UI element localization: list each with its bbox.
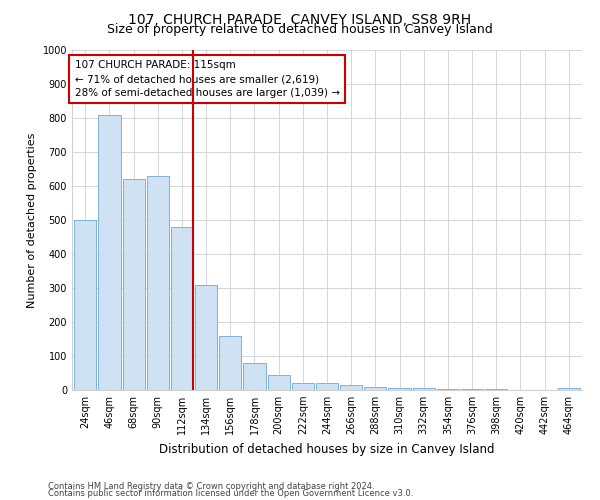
Bar <box>171 227 193 390</box>
Bar <box>292 382 314 390</box>
Bar <box>557 388 580 390</box>
Bar <box>195 284 217 390</box>
Bar <box>146 176 169 390</box>
Text: Size of property relative to detached houses in Canvey Island: Size of property relative to detached ho… <box>107 22 493 36</box>
Bar <box>437 389 459 390</box>
X-axis label: Distribution of detached houses by size in Canvey Island: Distribution of detached houses by size … <box>159 442 495 456</box>
Bar <box>364 386 386 390</box>
Bar <box>122 179 145 390</box>
Bar <box>461 389 483 390</box>
Bar <box>268 376 290 390</box>
Y-axis label: Number of detached properties: Number of detached properties <box>27 132 37 308</box>
Bar <box>340 385 362 390</box>
Bar <box>388 388 410 390</box>
Text: Contains HM Land Registry data © Crown copyright and database right 2024.: Contains HM Land Registry data © Crown c… <box>48 482 374 491</box>
Bar <box>74 220 97 390</box>
Bar <box>413 388 435 390</box>
Bar <box>244 363 266 390</box>
Text: 107 CHURCH PARADE: 115sqm
← 71% of detached houses are smaller (2,619)
28% of se: 107 CHURCH PARADE: 115sqm ← 71% of detac… <box>74 60 340 98</box>
Text: 107, CHURCH PARADE, CANVEY ISLAND, SS8 9RH: 107, CHURCH PARADE, CANVEY ISLAND, SS8 9… <box>128 12 472 26</box>
Bar <box>98 114 121 390</box>
Bar <box>485 389 508 390</box>
Bar <box>219 336 241 390</box>
Bar <box>316 382 338 390</box>
Text: Contains public sector information licensed under the Open Government Licence v3: Contains public sector information licen… <box>48 489 413 498</box>
